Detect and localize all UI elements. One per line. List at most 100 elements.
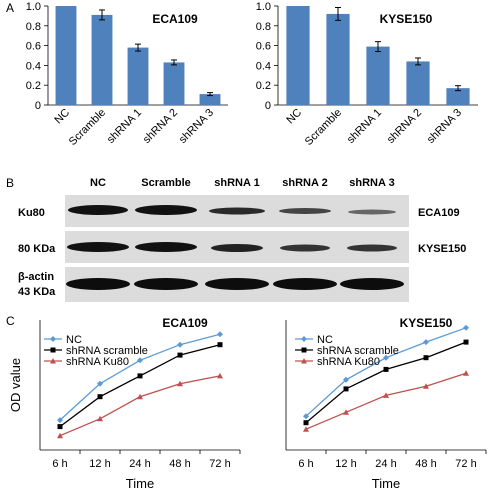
blot-lane-shrna1: shRNA 1	[214, 177, 259, 189]
point-nc	[177, 341, 183, 348]
point-shrna-ku80	[303, 426, 309, 432]
blot-strip-ku80-eca109	[65, 195, 409, 227]
bar-shrna-1	[366, 46, 390, 105]
point-shrna-ku80	[57, 432, 63, 439]
chart-title: ECA109	[162, 316, 208, 330]
point-nc	[343, 376, 349, 383]
series-nc	[303, 324, 469, 420]
point-shrna-scramble	[303, 420, 309, 426]
x-axis-label: Time	[126, 476, 154, 491]
chart-title: ECA109	[152, 12, 198, 26]
y-tick-label: 0.4	[26, 60, 41, 72]
series-line-shrna-ku80	[59, 375, 221, 437]
legend-label-nc: NC	[66, 334, 82, 346]
bar-shrna-3	[199, 94, 221, 105]
point-shrna-scramble	[137, 373, 143, 379]
blot-cell-label-eca109: ECA109	[418, 207, 460, 219]
x-tick-label-shrna-3: shRNA 3	[425, 107, 464, 146]
blot-row-label-beta-actin: β-actin	[18, 271, 54, 283]
legend-label-shrna-scramble: shRNA scramble	[317, 345, 399, 357]
y-tick-label: 0	[265, 100, 271, 112]
point-shrna-scramble	[383, 366, 389, 372]
y-tick-label: 0.6	[256, 41, 271, 53]
blot-cell-label-kyse150: KYSE150	[418, 243, 466, 255]
legend-marker-shrna-scramble	[301, 347, 307, 353]
x-tick-label-12-h: 12 h	[335, 458, 356, 470]
bar-scramble	[91, 14, 113, 105]
legend-label-shrna-scramble: shRNA scramble	[66, 345, 148, 357]
x-tick-label-24-h: 24 h	[375, 458, 396, 470]
series-shrna-scramble	[303, 339, 469, 426]
chart-title: KYSE150	[380, 12, 433, 26]
y-tick-label: 0.2	[256, 80, 271, 92]
point-nc	[463, 324, 469, 331]
blot-strip-beta-actin	[65, 267, 409, 302]
y-tick-label: 0	[35, 100, 41, 112]
bar-shrna-1	[127, 47, 149, 105]
panel-letter-b: B	[6, 176, 15, 190]
point-shrna-scramble	[463, 339, 469, 345]
legend-label-shrna-ku80: shRNA Ku80	[317, 356, 380, 368]
legend-marker-shrna-ku80	[50, 358, 56, 364]
bar-shrna-3	[446, 88, 470, 105]
y-tick-label: 0.6	[26, 41, 41, 53]
point-nc	[97, 380, 103, 387]
y-axis-label: OD value	[8, 358, 23, 412]
series-line-shrna-ku80	[305, 372, 467, 430]
point-shrna-ku80	[217, 372, 223, 379]
bar-nc	[286, 6, 310, 105]
chart-title: KYSE150	[400, 316, 453, 330]
x-tick-label-shrna-2: shRNA 2	[385, 107, 424, 146]
point-nc	[217, 331, 223, 338]
point-nc	[303, 413, 309, 420]
point-shrna-scramble	[177, 352, 183, 358]
panel-letter-c: C	[6, 314, 15, 328]
y-tick-label: 0.8	[26, 21, 41, 33]
bar-shrna-2	[406, 61, 430, 105]
point-shrna-ku80	[97, 415, 103, 422]
legend-marker-nc	[50, 336, 56, 342]
point-shrna-ku80	[463, 370, 469, 376]
blot-strip-ku80-kyse150	[65, 231, 409, 263]
y-tick-label: 1.0	[26, 1, 41, 13]
y-tick-label: 0.2	[26, 80, 41, 92]
bar-scramble	[326, 13, 350, 106]
point-shrna-ku80	[137, 393, 143, 400]
series-shrna-ku80	[57, 372, 223, 439]
point-shrna-scramble	[217, 342, 223, 348]
x-tick-label-48-h: 48 h	[415, 458, 436, 470]
blot-row-label-43kda: 43 KDa	[18, 286, 56, 298]
point-shrna-scramble	[97, 394, 103, 400]
point-nc	[383, 354, 389, 361]
point-nc	[423, 339, 429, 346]
blot-lane-nc: NC	[90, 177, 106, 189]
western-blot: NC Scramble shRNA 1 shRNA 2 shRNA 3 Ku80…	[18, 177, 466, 302]
x-tick-label-24-h: 24 h	[129, 458, 150, 470]
series-shrna-ku80	[303, 370, 469, 432]
x-tick-label-12-h: 12 h	[89, 458, 110, 470]
blot-lane-shrna3: shRNA 3	[349, 177, 394, 189]
x-tick-label-shrna-2: shRNA 2	[141, 107, 180, 146]
y-tick-label: 1.0	[256, 1, 271, 13]
x-tick-label-48-h: 48 h	[169, 458, 190, 470]
point-shrna-ku80	[177, 380, 183, 387]
x-tick-label-72-h: 72 h	[209, 458, 230, 470]
x-tick-label-shrna-1: shRNA 1	[105, 107, 144, 146]
blot-lane-shrna2: shRNA 2	[282, 177, 327, 189]
bar-shrna-2	[163, 62, 185, 105]
x-tick-label-6-h: 6 h	[298, 458, 313, 470]
series-shrna-scramble	[57, 342, 223, 430]
blot-row-label-ku80: Ku80	[18, 207, 45, 219]
legend-marker-nc	[301, 336, 307, 342]
x-tick-label-72-h: 72 h	[455, 458, 476, 470]
legend-marker-shrna-ku80	[301, 358, 307, 364]
legend-marker-shrna-scramble	[50, 347, 56, 353]
y-tick-label: 0.4	[256, 60, 271, 72]
point-shrna-scramble	[57, 424, 63, 430]
point-shrna-scramble	[423, 355, 429, 361]
y-tick-label: 0.8	[256, 21, 271, 33]
series-nc	[57, 331, 223, 424]
point-shrna-ku80	[423, 383, 429, 389]
